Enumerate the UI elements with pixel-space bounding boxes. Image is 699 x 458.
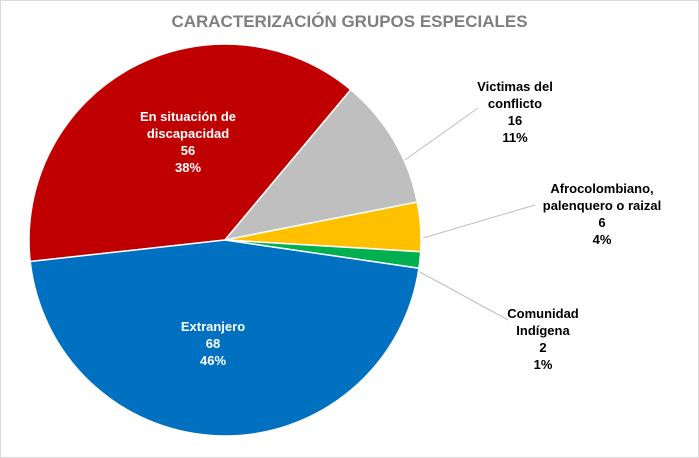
label-value: 2: [539, 340, 547, 355]
pie-slice: [223, 88, 419, 242]
leader-line: [422, 204, 536, 239]
leader-line: [404, 107, 479, 161]
label-name: Afrocolombiano, palenquero o raizal: [542, 181, 662, 213]
label-name: Comunidad Indígena: [507, 306, 579, 338]
data-label: Afrocolombiano, palenquero o raizal 6 4%: [522, 180, 682, 248]
label-value: 16: [507, 113, 523, 128]
label-value: 56: [180, 143, 196, 158]
label-percent: 4%: [592, 232, 612, 247]
data-label: Victimas del conflicto 16 11%: [460, 78, 570, 146]
label-percent: 11%: [502, 130, 528, 145]
chart-title: CARACTERIZACIÓN GRUPOS ESPECIALES: [171, 12, 528, 31]
pie-slice: [29, 239, 420, 437]
data-label: Comunidad Indígena 2 1%: [493, 305, 593, 373]
label-value: 68: [205, 336, 221, 351]
label-percent: 1%: [533, 357, 553, 372]
label-name: En situación de discapacidad: [139, 109, 237, 141]
label-percent: 38%: [174, 160, 202, 175]
pie-slice: [28, 43, 352, 263]
label-name: Extranjero: [180, 319, 246, 334]
label-name: Victimas del conflicto: [477, 79, 553, 111]
data-label: En situación de discapacidad 56 38%: [118, 108, 258, 176]
label-value: 6: [598, 215, 606, 230]
leader-line: [419, 271, 509, 321]
data-label: Extranjero 68 46%: [143, 318, 283, 369]
label-percent: 46%: [199, 353, 227, 368]
